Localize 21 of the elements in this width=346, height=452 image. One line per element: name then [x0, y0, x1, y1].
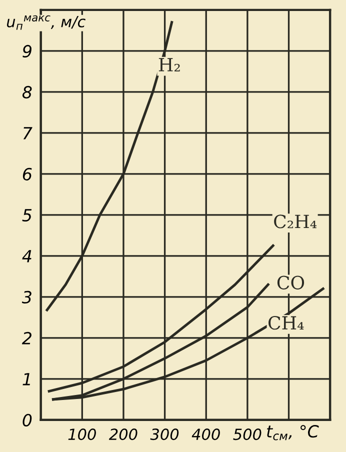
x-tick-label: 300: [150, 428, 179, 440]
x-tick-label: 100: [68, 428, 96, 440]
series-label: CH₄: [268, 316, 304, 330]
y-tick-label: 5: [22, 209, 32, 222]
y-tick-label: 1: [22, 373, 30, 386]
x-tick-label: 200: [108, 428, 138, 440]
y-tick-label: 3: [22, 290, 32, 304]
x-tick-label: 500: [233, 428, 262, 440]
y-tick-label: 8: [22, 86, 32, 99]
y-tick-label: 9: [22, 44, 32, 58]
y-tick-label: 4: [22, 250, 32, 262]
y-tick-label: 0: [22, 414, 32, 426]
y-tick-label: 6: [22, 168, 32, 180]
x-tick-label: 400: [192, 428, 220, 440]
y-tick-label: 2: [22, 332, 32, 344]
x-axis-title: t$_{см}$, °C: [267, 424, 319, 440]
y-axis-title: u$_{п}$$^{макс}$, м/с: [6, 15, 86, 30]
y-tick-label: 7: [23, 127, 32, 140]
series-label: H₂: [158, 58, 180, 72]
series-label: C₂H₄: [274, 214, 317, 228]
series-label: CO: [277, 276, 304, 290]
